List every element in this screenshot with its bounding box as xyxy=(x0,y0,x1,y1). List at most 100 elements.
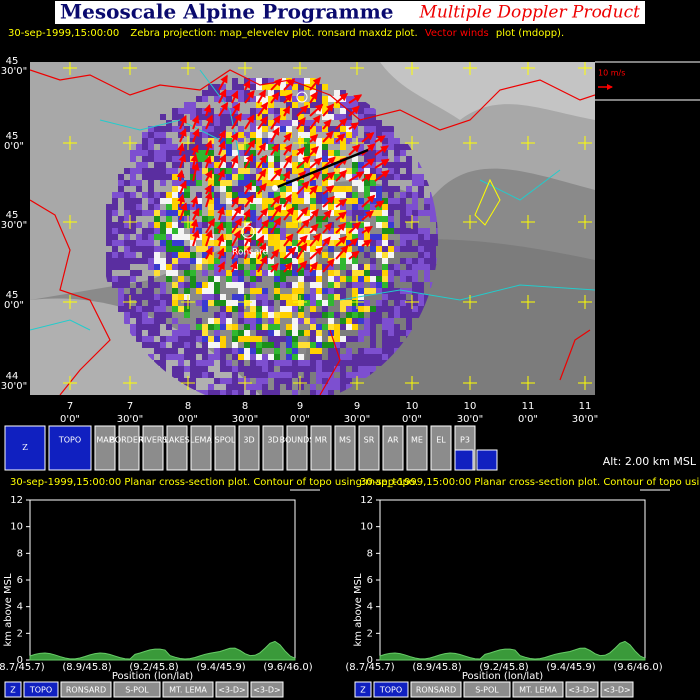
radar-pixel xyxy=(250,342,256,348)
toolbar-button[interactable] xyxy=(454,449,474,471)
panel-button[interactable]: TOPO xyxy=(373,681,409,698)
radar-pixel xyxy=(148,282,154,288)
radar-pixel xyxy=(352,318,358,324)
button-label: TOPO xyxy=(379,686,402,695)
panel-button[interactable]: RONSARD xyxy=(410,681,462,698)
panel-button[interactable]: <3-D> xyxy=(215,681,249,698)
radar-pixel xyxy=(262,78,268,84)
panel-button[interactable]: MT. LEMA xyxy=(512,681,564,698)
radar-pixel xyxy=(220,390,226,395)
radar-pixel xyxy=(136,294,142,300)
radar-pixel xyxy=(244,174,250,180)
radar-pixel xyxy=(304,228,310,234)
toolbar-button[interactable]: 3D xyxy=(262,425,284,471)
radar-pixel xyxy=(400,276,406,282)
toolbar-button[interactable]: MR xyxy=(310,425,332,471)
toolbar-button[interactable]: Z xyxy=(4,425,46,471)
radar-pixel xyxy=(430,258,436,264)
x-tick-label: (9.6/46.0) xyxy=(263,662,312,673)
panel-button[interactable]: S-POL xyxy=(113,681,161,698)
toolbar-button[interactable]: LAKES xyxy=(164,425,190,471)
radar-pixel xyxy=(280,84,286,90)
radar-pixel xyxy=(304,120,310,126)
radar-pixel xyxy=(358,360,364,366)
toolbar-button[interactable]: MS xyxy=(334,425,356,471)
wind-vector xyxy=(257,168,267,182)
radar-pixel xyxy=(286,282,292,288)
panel-button[interactable]: <3-D> xyxy=(250,681,284,698)
toolbar-button[interactable]: LEMA xyxy=(190,425,212,471)
radar-pixel xyxy=(214,342,220,348)
radar-pixel xyxy=(394,186,400,192)
toolbar-button[interactable]: SPOL xyxy=(214,425,236,471)
radar-pixel xyxy=(352,288,358,294)
radar-pixel xyxy=(424,210,430,216)
radar-pixel xyxy=(394,150,400,156)
radar-pixel xyxy=(358,186,364,192)
radar-pixel xyxy=(304,366,310,372)
radar-pixel xyxy=(322,174,328,180)
toolbar-button[interactable]: ME xyxy=(406,425,428,471)
toolbar-button[interactable]: TOPO xyxy=(48,425,92,471)
toolbar-button[interactable]: 3D xyxy=(238,425,260,471)
y-tick-label: 10 xyxy=(10,522,23,533)
toolbar-button[interactable] xyxy=(476,449,498,471)
radar-pixel xyxy=(136,318,142,324)
radar-pixel xyxy=(352,276,358,282)
button-label: RIVERS xyxy=(138,436,167,445)
radar-pixel xyxy=(142,168,148,174)
radar-pixel xyxy=(256,258,262,264)
toolbar-button[interactable]: MAP xyxy=(94,425,116,471)
toolbar-button[interactable]: AR xyxy=(382,425,404,471)
radar-pixel xyxy=(130,246,136,252)
radar-pixel xyxy=(184,378,190,384)
radar-pixel xyxy=(250,318,256,324)
panel-button[interactable]: <3-D> xyxy=(600,681,634,698)
radar-pixel xyxy=(148,330,154,336)
radar-pixel xyxy=(178,330,184,336)
panel-button[interactable]: Z xyxy=(4,681,22,698)
radar-pixel xyxy=(286,162,292,168)
radar-pixel xyxy=(298,78,304,84)
radar-pixel xyxy=(196,108,202,114)
radar-pixel xyxy=(340,276,346,282)
radar-pixel xyxy=(370,342,376,348)
radar-pixel xyxy=(298,282,304,288)
radar-pixel xyxy=(190,102,196,108)
toolbar-button[interactable]: SR xyxy=(358,425,380,471)
radar-pixel xyxy=(346,132,352,138)
toolbar-button[interactable]: BORDERS xyxy=(109,425,149,471)
panel-button[interactable]: <3-D> xyxy=(565,681,599,698)
radar-pixel xyxy=(214,258,220,264)
wind-vector xyxy=(283,143,293,156)
radar-pixel xyxy=(142,156,148,162)
radar-pixel xyxy=(310,342,316,348)
radar-pixel xyxy=(274,354,280,360)
radar-pixel xyxy=(142,318,148,324)
radar-pixel xyxy=(262,204,268,210)
toolbar-button[interactable]: BOUNDS xyxy=(280,425,315,471)
radar-pixel xyxy=(388,192,394,198)
panel-button[interactable]: S-POL xyxy=(463,681,511,698)
wind-vector xyxy=(257,154,268,169)
radar-pixel xyxy=(232,270,238,276)
toolbar-button[interactable]: RIVERS xyxy=(138,425,168,471)
radar-pixel xyxy=(238,378,244,384)
radar-pixel xyxy=(304,168,310,174)
panel-button[interactable]: TOPO xyxy=(23,681,59,698)
radar-pixel xyxy=(274,276,280,282)
panel-button[interactable]: MT. LEMA xyxy=(162,681,214,698)
radar-pixel xyxy=(130,330,136,336)
wind-vector xyxy=(335,92,349,104)
radar-pixel xyxy=(178,258,184,264)
radar-pixel xyxy=(214,120,220,126)
panel-button[interactable]: Z xyxy=(354,681,372,698)
radar-pixel xyxy=(250,264,256,270)
radar-pixel xyxy=(280,300,286,306)
radar-pixel xyxy=(238,300,244,306)
toolbar-button[interactable]: EL xyxy=(430,425,452,471)
radar-pixel xyxy=(280,234,286,240)
radar-pixel xyxy=(250,348,256,354)
panel-button[interactable]: RONSARD xyxy=(60,681,112,698)
radar-pixel xyxy=(196,246,202,252)
